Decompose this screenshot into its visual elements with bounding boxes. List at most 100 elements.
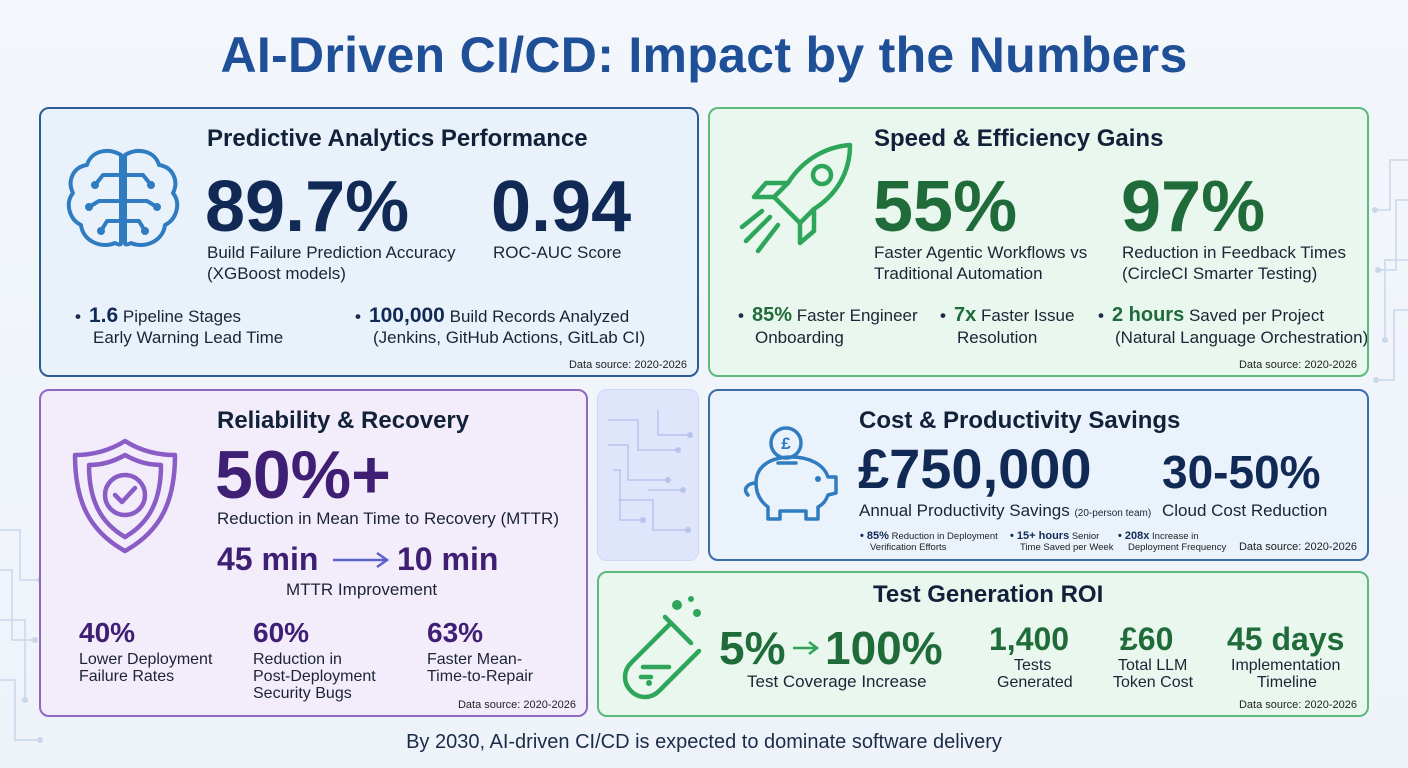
- panel-title: Speed & Efficiency Gains: [874, 125, 1164, 152]
- annual-savings-label: Annual Productivity Savings (20-person t…: [859, 500, 1151, 524]
- speed-efficiency-panel: Speed & Efficiency Gains 55% Faster Agen…: [708, 107, 1369, 377]
- resolution-text2: Resolution: [957, 328, 1038, 347]
- annual-savings-value: £750,000: [858, 437, 1092, 500]
- deploy-failure-l1: Lower Deployment: [79, 651, 213, 668]
- svg-text:£: £: [781, 434, 791, 453]
- page-title: AI-Driven CI/CD: Impact by the Numbers: [220, 27, 1188, 83]
- deploy-frequency-text2: Deployment Frequency: [1128, 542, 1227, 553]
- senior-time-value: 15+ hours: [1016, 530, 1070, 542]
- tests-generated-value: 1,400: [989, 621, 1070, 657]
- tests-generated-l2: Generated: [997, 674, 1073, 691]
- coverage-label: Test Coverage Increase: [747, 672, 927, 691]
- panel-title: Predictive Analytics Performance: [207, 125, 588, 152]
- roc-auc-label: ROC-AUC Score: [493, 243, 622, 262]
- shield-check-icon: [72, 438, 178, 554]
- data-source: Data source: 2020-2026: [568, 359, 687, 371]
- hours-saved-bullet: 2 hours Saved per Project: [1098, 305, 1324, 326]
- senior-time-text: Senior: [1071, 531, 1100, 542]
- arrow-right-icon: [333, 551, 390, 569]
- reliability-recovery-panel: Reliability & Recovery 50%+ Reduction in…: [39, 389, 588, 717]
- panel-title: Reliability & Recovery: [217, 407, 470, 434]
- lead-time-bullet: 1.6 Pipeline Stages: [75, 305, 241, 327]
- feedback-value: 97%: [1121, 167, 1266, 247]
- verification-bullet: • 85% Reduction in Deployment Verificatio…: [860, 530, 998, 554]
- hours-saved-text2: (Natural Language Orchestration): [1115, 328, 1369, 347]
- security-bugs-value: 60%: [253, 617, 310, 648]
- predictive-analytics-panel: Predictive Analytics Performance 89.7% B…: [39, 107, 699, 377]
- footer-note: By 2030, AI-driven CI/CD is expected to …: [406, 731, 1002, 753]
- timeline-l2: Timeline: [1257, 674, 1317, 691]
- arrow-right-icon: [793, 641, 820, 655]
- repair-l1: Faster Mean-: [427, 651, 523, 668]
- token-cost-l1: Total LLM: [1118, 657, 1188, 674]
- cost-productivity-panel: £ Cost & Productivity Savings £750,000 A…: [708, 389, 1369, 561]
- workflows-label: Faster Agentic Workflows vs: [874, 243, 1088, 262]
- deploy-failure-value: 40%: [79, 617, 136, 648]
- accuracy-value: 89.7%: [205, 167, 410, 247]
- senior-time-bullet: • 15+ hours Senior Time Saved per Week: [1010, 530, 1114, 554]
- mttr-from-value: 45 min: [217, 541, 319, 577]
- feedback-sublabel: (CircleCI Smarter Testing): [1122, 264, 1318, 283]
- deploy-frequency-text: Increase in: [1152, 531, 1199, 542]
- build-records-text2: (Jenkins, GitHub Actions, GitLab CI): [373, 328, 646, 347]
- roc-auc-value: 0.94: [491, 167, 632, 247]
- data-source: Data source: 2020-2026: [457, 699, 576, 711]
- resolution-text: Faster Issue: [980, 306, 1075, 325]
- timeline-value: 45 days: [1227, 621, 1345, 657]
- workflows-sublabel: Traditional Automation: [874, 264, 1043, 283]
- mttr-reduction-label: Reduction in Mean Time to Recovery (MTTR…: [217, 509, 559, 528]
- coverage-from-value: 5%: [719, 622, 786, 674]
- security-bugs-l1: Reduction in: [253, 651, 342, 668]
- annual-savings-note: (20-person team): [1074, 508, 1152, 519]
- token-cost-value: £60: [1120, 621, 1174, 657]
- resolution-bullet: 7x Faster Issue: [940, 304, 1075, 326]
- circuit-chip-icon: [608, 410, 693, 533]
- hours-saved-text: Saved per Project: [1188, 306, 1325, 325]
- circuit-chip-tile: [597, 389, 699, 561]
- build-records-text: Build Records Analyzed: [449, 307, 630, 326]
- verification-text2: Verification Efforts: [870, 542, 947, 553]
- onboarding-bullet: 85% Faster Engineer: [738, 305, 918, 326]
- senior-time-text2: Time Saved per Week: [1020, 542, 1114, 553]
- verification-value: 85%: [866, 530, 889, 542]
- hours-saved-value: 2 hours: [1111, 304, 1185, 326]
- panel-title: Cost & Productivity Savings: [859, 407, 1181, 434]
- test-tube-icon: [622, 596, 702, 700]
- timeline-l1: Implementation: [1231, 657, 1341, 674]
- lead-time-text: Pipeline Stages: [122, 307, 242, 326]
- deploy-frequency-value: 208x: [1124, 530, 1150, 542]
- onboarding-value: 85%: [751, 304, 792, 326]
- data-source: Data source: 2020-2026: [1238, 541, 1357, 553]
- accuracy-label: Build Failure Prediction Accuracy: [207, 243, 456, 262]
- build-records-bullet: 100,000 Build Records Analyzed: [355, 305, 629, 327]
- security-bugs-l3: Security Bugs: [253, 685, 352, 702]
- rocket-icon: [739, 142, 853, 254]
- annual-savings-text: Annual Productivity Savings: [859, 501, 1070, 520]
- resolution-value: 7x: [953, 304, 977, 326]
- coverage-to-value: 100%: [825, 622, 943, 674]
- piggy-bank-icon: £: [743, 426, 838, 521]
- mttr-to-value: 10 min: [397, 541, 499, 577]
- cloud-cost-label: Cloud Cost Reduction: [1162, 501, 1328, 520]
- cloud-cost-value: 30-50%: [1162, 446, 1321, 498]
- verification-text: Reduction in Deployment: [891, 531, 998, 542]
- repair-l2: Time-to-Repair: [427, 668, 534, 685]
- accuracy-sublabel: (XGBoost models): [207, 264, 346, 283]
- lead-time-text2: Early Warning Lead Time: [93, 328, 284, 347]
- panel-title: Test Generation ROI: [873, 581, 1104, 608]
- data-source: Data source: 2020-2026: [1238, 699, 1357, 711]
- build-records-value: 100,000: [368, 304, 445, 327]
- lead-time-value: 1.6: [88, 304, 119, 327]
- mttr-reduction-value: 50%+: [215, 437, 391, 513]
- data-source: Data source: 2020-2026: [1238, 359, 1357, 371]
- brain-icon: [66, 148, 180, 247]
- mttr-improvement-label: MTTR Improvement: [286, 580, 438, 599]
- onboarding-text: Faster Engineer: [796, 306, 918, 325]
- feedback-label: Reduction in Feedback Times: [1122, 243, 1346, 262]
- deploy-frequency-bullet: • 208x Increase in Deployment Frequency: [1118, 530, 1227, 554]
- workflows-value: 55%: [873, 167, 1018, 247]
- repair-value: 63%: [427, 617, 484, 648]
- deploy-failure-l2: Failure Rates: [79, 668, 175, 685]
- tests-generated-l1: Tests: [1014, 657, 1052, 674]
- onboarding-text2: Onboarding: [755, 328, 844, 347]
